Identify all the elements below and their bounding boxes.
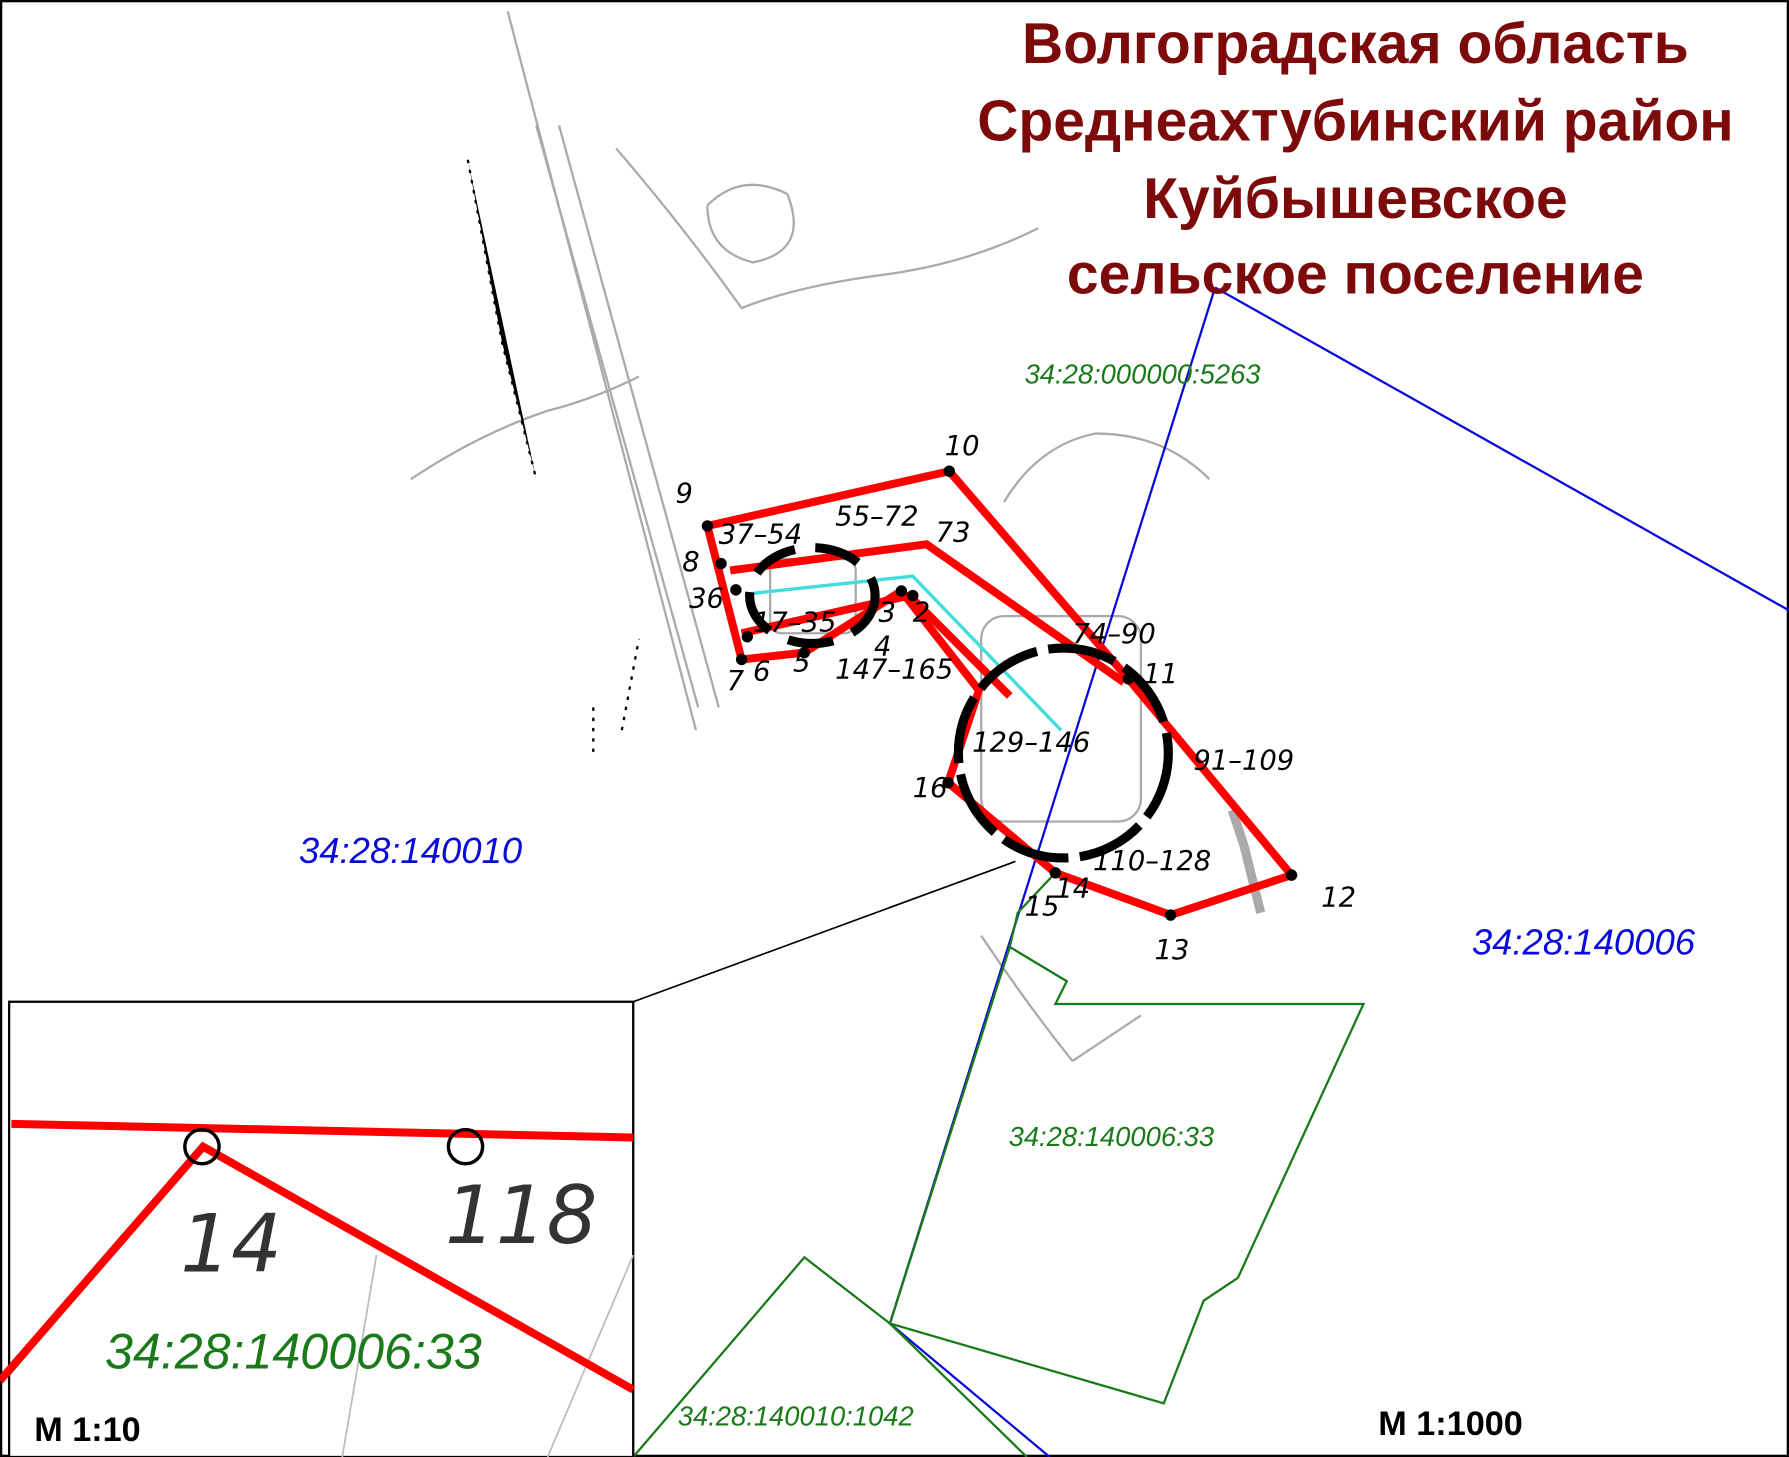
title-line: Среднеахтубинский район: [977, 90, 1733, 154]
map: Волгоградская область Среднеахтубинский р…: [0, 0, 1789, 1457]
parcel-label: 34:28:140010:1042: [678, 1400, 914, 1431]
point-label: 37–54: [719, 520, 802, 551]
point-label: 6: [753, 657, 770, 688]
parcel-label: 34:28:000000:5263: [1025, 359, 1261, 390]
point-label: 110–128: [1093, 846, 1211, 877]
inset-point-label: 118: [445, 1169, 597, 1262]
point-label: 91–109: [1193, 746, 1294, 777]
point-label: 3: [879, 597, 896, 628]
title-line: Куйбышевское: [1143, 167, 1567, 231]
point-label: 9: [675, 479, 692, 510]
inset-parcel-label: 34:28:140006:33: [105, 1324, 482, 1380]
point-label: 10: [945, 431, 980, 462]
point-label: 17–35: [753, 608, 836, 639]
parcel-label: 34:28:140006:33: [1009, 1121, 1215, 1152]
point-label: 55–72: [835, 501, 918, 532]
point-label: 74–90: [1072, 619, 1155, 650]
title-line: сельское поселение: [1067, 242, 1644, 306]
point-label: 14: [1055, 873, 1090, 904]
scale-label: М 1:1000: [1378, 1405, 1523, 1443]
page: Волгоградская область Среднеахтубинский р…: [0, 0, 1789, 1457]
parcel-label: 34:28:140006: [1472, 921, 1696, 962]
parcel-label: 34:28:140010: [299, 830, 522, 871]
point-label: 8: [682, 547, 699, 578]
point-label: 73: [936, 517, 971, 548]
point-label: 5: [793, 648, 810, 679]
inset-point-label: 14: [180, 1197, 282, 1290]
point-label: 15: [1025, 892, 1060, 923]
point-label: 36: [689, 584, 724, 615]
point-label: 7: [727, 666, 745, 697]
point-label: 11: [1143, 659, 1178, 690]
inset-scale-label: М 1:10: [34, 1411, 141, 1449]
point-label: 147–165: [835, 654, 953, 685]
point-label: 2: [913, 597, 930, 628]
point-label: 129–146: [972, 727, 1090, 758]
title-line: Волгоградская область: [1022, 12, 1689, 76]
point-label: 13: [1155, 935, 1190, 966]
point-label: 16: [913, 773, 948, 804]
point-label: 12: [1321, 883, 1356, 914]
